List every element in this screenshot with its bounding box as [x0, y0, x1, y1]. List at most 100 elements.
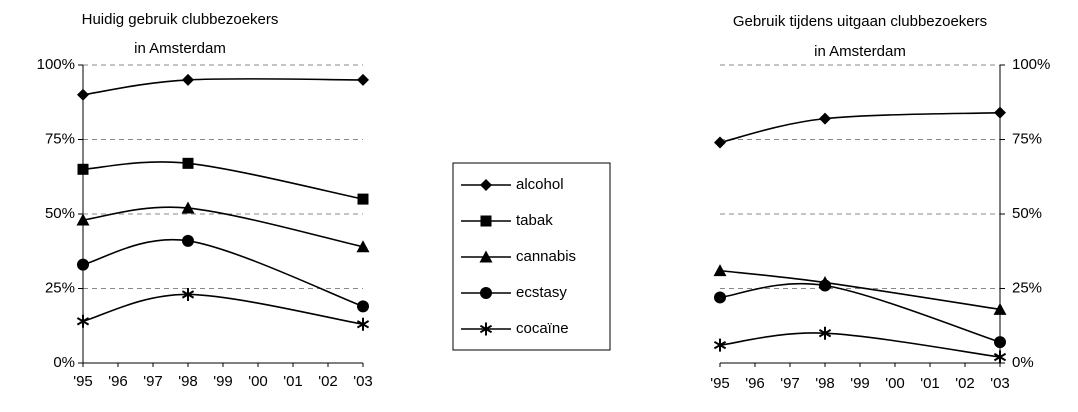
y-tick-label: 75%	[1012, 130, 1042, 147]
series-line	[719, 269, 1001, 311]
marker-shape	[77, 258, 89, 271]
marker	[77, 88, 89, 101]
x-tick-label: '96	[108, 373, 128, 390]
series-line	[82, 161, 364, 200]
marker-shape	[714, 136, 726, 149]
marker-shape	[77, 88, 89, 101]
marker	[993, 350, 1007, 364]
marker-shape	[818, 326, 832, 340]
marker-shape	[182, 157, 194, 169]
x-tick-label: '95	[73, 373, 93, 390]
x-tick-label: '01	[920, 375, 940, 392]
marker	[76, 213, 90, 226]
y-tick-label: 50%	[1012, 205, 1042, 222]
legend-label: tabak	[516, 212, 553, 229]
series-line	[719, 111, 1001, 144]
legend-marker	[479, 322, 493, 336]
x-tick-label: '00	[248, 373, 268, 390]
y-tick-label: 0%	[1012, 354, 1034, 371]
y-tick-label: 100%	[37, 56, 75, 73]
marker-shape	[480, 179, 492, 191]
y-tick-label: 25%	[1012, 279, 1042, 296]
legend-label: cannabis	[516, 248, 576, 265]
marker	[714, 136, 726, 149]
marker	[182, 234, 194, 247]
y-tick-label: 100%	[1012, 56, 1050, 73]
x-tick-label: '97	[780, 375, 800, 392]
x-tick-label: '99	[850, 375, 870, 392]
chart-title: Huidig gebruik clubbezoekers	[82, 11, 279, 28]
marker-shape	[182, 73, 194, 86]
marker-shape	[479, 250, 493, 263]
marker	[713, 338, 727, 352]
marker-shape	[182, 234, 194, 247]
y-tick-label: 25%	[45, 279, 75, 296]
y-tick-label: 50%	[45, 205, 75, 222]
x-tick-label: '00	[885, 375, 905, 392]
y-tick-label: 0%	[53, 354, 75, 371]
marker	[182, 73, 194, 86]
marker-shape	[713, 338, 727, 352]
marker	[818, 326, 832, 340]
marker-shape	[76, 213, 90, 226]
marker	[181, 287, 195, 301]
legend-label: ecstasy	[516, 284, 567, 301]
series-line	[719, 282, 1001, 343]
series-line	[719, 332, 1001, 358]
series-line	[82, 78, 364, 96]
chart-title: Gebruik tijdens uitgaan clubbezoekers	[733, 13, 987, 30]
x-tick-label: '02	[955, 375, 975, 392]
marker-shape	[480, 215, 492, 227]
x-tick-label: '95	[710, 375, 730, 392]
x-tick-label: '98	[815, 375, 835, 392]
series-line	[82, 206, 364, 248]
marker-shape	[819, 112, 831, 125]
legend-marker	[479, 250, 493, 263]
marker-shape	[819, 279, 831, 292]
marker-shape	[77, 163, 89, 175]
marker-shape	[714, 291, 726, 304]
marker-shape	[76, 314, 90, 328]
marker-shape	[356, 240, 370, 253]
series-line	[82, 238, 364, 308]
legend-label: cocaïne	[516, 320, 569, 337]
x-tick-label: '01	[283, 373, 303, 390]
x-tick-label: '03	[990, 375, 1010, 392]
marker-shape	[356, 317, 370, 331]
marker	[356, 317, 370, 331]
marker-shape	[994, 106, 1006, 119]
marker-shape	[479, 322, 493, 336]
marker-shape	[993, 302, 1007, 315]
marker	[77, 163, 89, 175]
x-tick-label: '03	[353, 373, 373, 390]
marker-shape	[994, 336, 1006, 349]
x-tick-label: '96	[745, 375, 765, 392]
marker	[182, 157, 194, 169]
x-tick-label: '97	[143, 373, 163, 390]
x-tick-label: '99	[213, 373, 233, 390]
marker-shape	[181, 287, 195, 301]
marker	[357, 300, 369, 313]
marker	[356, 240, 370, 253]
y-tick-label: 75%	[45, 130, 75, 147]
marker	[819, 112, 831, 125]
marker	[357, 73, 369, 86]
marker-shape	[480, 287, 492, 299]
chart-title: in Amsterdam	[814, 43, 906, 60]
marker-shape	[713, 264, 727, 277]
legend-marker	[480, 179, 492, 191]
x-tick-label: '98	[178, 373, 198, 390]
marker-shape	[181, 201, 195, 214]
legend-marker	[480, 287, 492, 299]
marker	[994, 106, 1006, 119]
series-line	[82, 293, 364, 326]
marker	[714, 291, 726, 304]
legend-label: alcohol	[516, 176, 564, 193]
x-tick-label: '02	[318, 373, 338, 390]
chart-title: in Amsterdam	[134, 40, 226, 57]
marker	[819, 279, 831, 292]
marker-shape	[993, 350, 1007, 364]
marker	[181, 201, 195, 214]
marker	[994, 336, 1006, 349]
